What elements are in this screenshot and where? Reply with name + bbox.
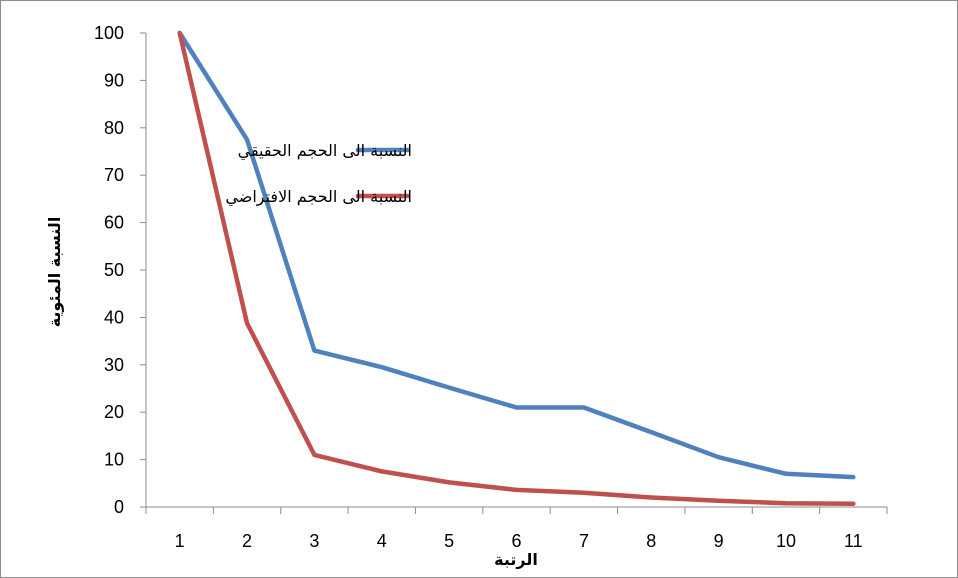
series-line-1 bbox=[177, 30, 856, 480]
y-tick-label: 10 bbox=[104, 450, 124, 470]
x-tick-labels: 1 2 3 4 5 6 7 8 9 10 11 bbox=[175, 531, 863, 551]
y-tick-label: 0 bbox=[114, 497, 124, 517]
y-tick-label: 90 bbox=[104, 70, 124, 90]
y-tick-label: 20 bbox=[104, 402, 124, 422]
x-tick-label: 10 bbox=[776, 531, 796, 551]
y-tick-label: 60 bbox=[104, 213, 124, 233]
series-line-2 bbox=[177, 30, 856, 506]
x-tick-label: 3 bbox=[309, 531, 319, 551]
x-tick-label: 4 bbox=[377, 531, 387, 551]
x-tick-label: 6 bbox=[511, 531, 521, 551]
x-tick-label: 7 bbox=[579, 531, 589, 551]
x-tick-label: 9 bbox=[714, 531, 724, 551]
y-axis-title: النسبة المئوية bbox=[45, 217, 64, 328]
x-axis-title: الرتبة bbox=[494, 550, 538, 569]
x-tick-label: 1 bbox=[175, 531, 185, 551]
y-tick-label: 70 bbox=[104, 165, 124, 185]
y-tick-label: 50 bbox=[104, 260, 124, 280]
y-tick-label: 80 bbox=[104, 118, 124, 138]
legend-label-1: النسبة الى الحجم الحقيقي bbox=[238, 141, 412, 161]
x-tick-label: 5 bbox=[444, 531, 454, 551]
x-tick-label: 8 bbox=[646, 531, 656, 551]
legend-label-2: النسبة الى الحجم الافتراضي bbox=[225, 187, 412, 207]
y-tick-label: 40 bbox=[104, 307, 124, 327]
legend: النسبة الى الحجم الحقيقي النسبة الى الحجم… bbox=[225, 141, 412, 207]
y-tick-labels: 0 10 20 30 40 50 60 70 80 90 100 bbox=[94, 23, 124, 517]
x-tick-label: 11 bbox=[844, 531, 863, 551]
series-lines bbox=[177, 30, 856, 506]
x-tick-label: 2 bbox=[242, 531, 252, 551]
axes bbox=[140, 32, 888, 514]
y-tick-label: 100 bbox=[94, 23, 124, 43]
y-tick-label: 30 bbox=[104, 355, 124, 375]
